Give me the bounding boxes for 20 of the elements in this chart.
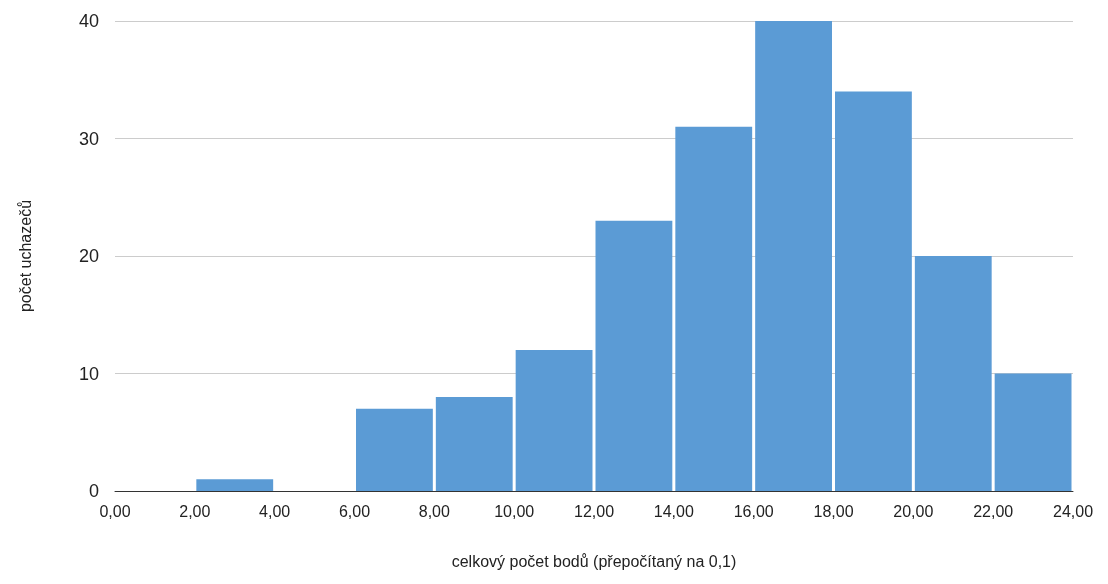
x-tick-label: 22,00 [973, 502, 1014, 520]
x-tick-label: 18,00 [813, 502, 854, 520]
x-tick-label: 16,00 [733, 502, 774, 520]
y-axis-title: počet uchazečů [16, 199, 34, 313]
x-tick-label: 0,00 [99, 502, 131, 520]
x-tick-label: 14,00 [653, 502, 694, 520]
x-tick-label: 6,00 [338, 502, 371, 520]
y-tick-label: 0 [88, 481, 99, 501]
y-tick-label: 40 [78, 11, 99, 31]
x-tick-label: 12,00 [573, 502, 615, 520]
x-axis-title: celkový počet bodů (přepočítaný na 0,1) [451, 552, 737, 570]
y-tick-label: 10 [78, 363, 99, 384]
x-tick-label: 10,00 [494, 502, 535, 520]
x-tick-label: 8,00 [418, 502, 451, 520]
x-tick-label: 24,00 [1052, 502, 1094, 520]
y-tick-label: 30 [78, 128, 99, 149]
x-tick-label: 2,00 [179, 502, 211, 520]
y-tick-label: 20 [78, 246, 99, 266]
x-tick-label: 20,00 [893, 502, 934, 520]
x-tick-label: 4,00 [259, 502, 291, 520]
